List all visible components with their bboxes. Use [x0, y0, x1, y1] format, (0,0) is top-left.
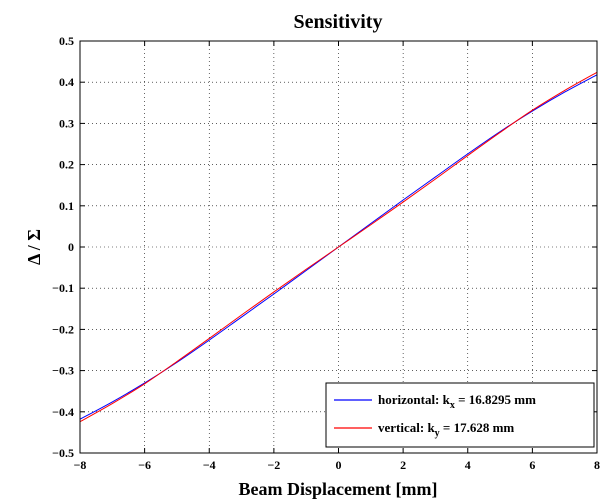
legend-box	[325, 382, 595, 448]
y-tick-label: −0.4	[52, 405, 74, 419]
y-tick-label: 0.1	[59, 199, 74, 213]
series-line-vertical	[79, 71, 598, 423]
x-tick-label: 0	[336, 458, 342, 472]
axis-ticks: −8 −6 −4 −2 0 2 4 6 8 −0.5 −0.4 −0.3 −0.2 −0.1 0 0.1 0.2…	[52, 34, 600, 472]
x-tick-label: 2	[400, 458, 406, 472]
x-tick-label: −6	[138, 458, 151, 472]
y-axis-label: Δ / Σ	[24, 229, 44, 265]
x-axis-label: Beam Displacement [mm]	[239, 479, 438, 499]
x-tick-label: 8	[594, 458, 600, 472]
x-tick-label: −2	[267, 458, 280, 472]
legend: horizontal: kx = 16.8295 mm vertical: ky …	[325, 382, 595, 448]
x-tick-label: −8	[74, 458, 87, 472]
y-tick-label: 0.2	[59, 158, 74, 172]
x-tick-label: 4	[465, 458, 471, 472]
plot-lines	[79, 71, 598, 423]
x-tick-label: −4	[203, 458, 216, 472]
y-tick-label: 0.4	[59, 75, 74, 89]
y-tick-label: 0.3	[59, 116, 74, 130]
y-tick-label: −0.1	[52, 281, 74, 295]
y-tick-label: −0.2	[52, 322, 74, 336]
legend-label-vertical: vertical: ky = 17.628 mm	[378, 420, 514, 439]
legend-label-horizontal: horizontal: kx = 16.8295 mm	[378, 392, 536, 411]
y-tick-label: 0	[68, 240, 74, 254]
x-tick-label: 6	[529, 458, 535, 472]
y-tick-label: 0.5	[59, 34, 74, 48]
y-tick-label: −0.3	[52, 364, 74, 378]
chart-title: Sensitivity	[294, 11, 383, 33]
y-tick-label: −0.5	[52, 446, 74, 460]
